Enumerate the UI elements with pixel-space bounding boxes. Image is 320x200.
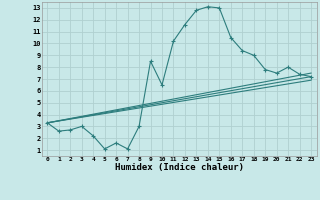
X-axis label: Humidex (Indice chaleur): Humidex (Indice chaleur): [115, 163, 244, 172]
